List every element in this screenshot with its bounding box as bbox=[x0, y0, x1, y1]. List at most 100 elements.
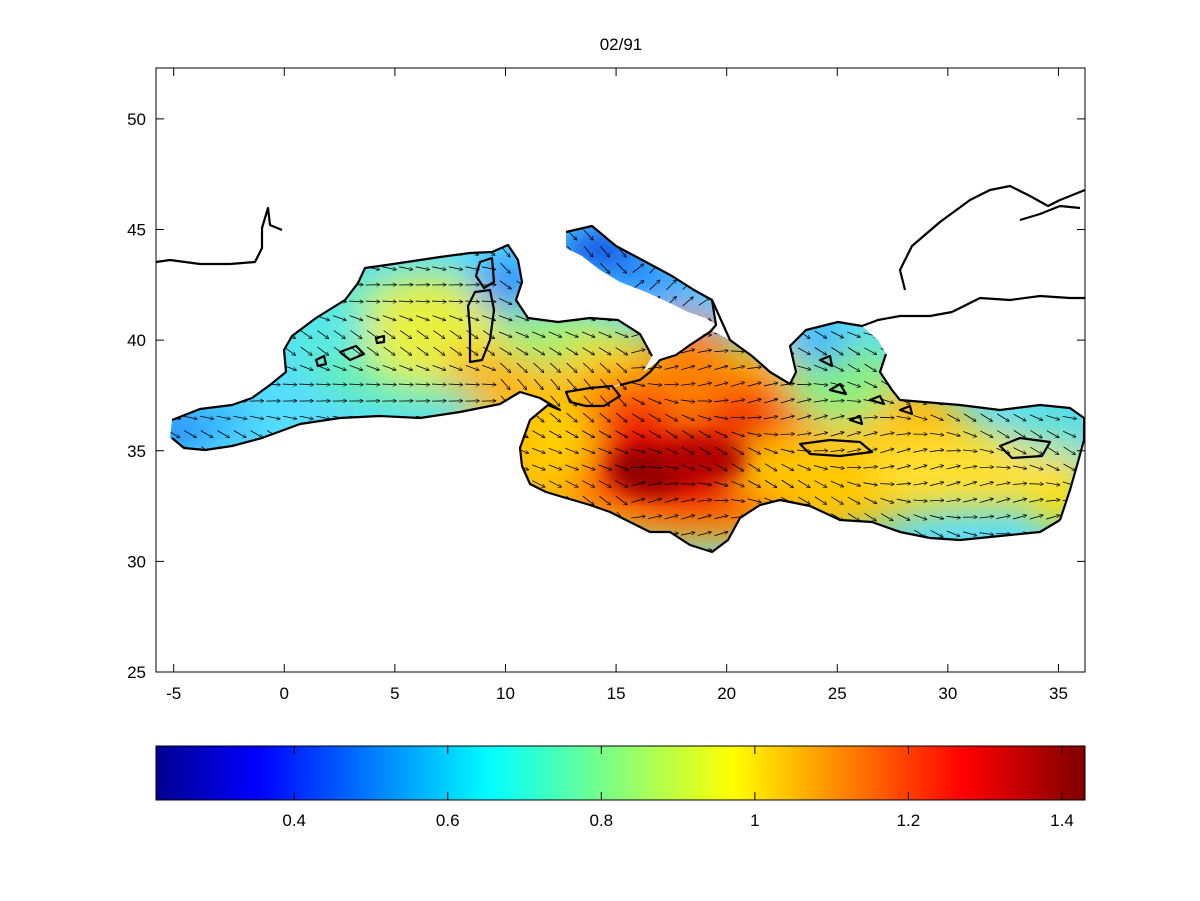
vector-arrow bbox=[913, 415, 927, 420]
vector-arrow bbox=[448, 266, 463, 270]
vector-arrow bbox=[880, 484, 894, 485]
vector-arrow bbox=[814, 364, 827, 370]
vector-arrow bbox=[416, 330, 428, 339]
vector-arrow bbox=[382, 384, 396, 385]
vector-arrow bbox=[315, 384, 330, 385]
vector-arrow bbox=[996, 467, 1010, 468]
y-tick-label: 35 bbox=[127, 442, 146, 461]
vector-arrow bbox=[846, 449, 861, 453]
vector-arrow bbox=[764, 447, 777, 453]
vector-arrow bbox=[896, 449, 910, 454]
vector-arrow bbox=[648, 447, 661, 453]
vector-arrow bbox=[481, 301, 496, 302]
vector-arrow bbox=[830, 432, 844, 437]
vector-arrow bbox=[847, 481, 860, 486]
vector-arrow bbox=[599, 495, 611, 505]
vector-arrow bbox=[697, 383, 712, 387]
vector-arrow bbox=[350, 330, 361, 339]
coastline-aegean-islands bbox=[818, 354, 914, 426]
vector-arrow bbox=[365, 301, 380, 302]
vector-arrow bbox=[747, 417, 761, 418]
vector-arrow bbox=[515, 315, 529, 321]
vector-arrow bbox=[963, 531, 976, 536]
vector-arrow bbox=[631, 467, 645, 468]
vector-arrow bbox=[1013, 430, 1026, 438]
vector-arrow bbox=[615, 480, 627, 487]
vector-arrow bbox=[1030, 446, 1042, 454]
vector-arrow bbox=[582, 495, 594, 505]
vector-arrow bbox=[929, 433, 944, 435]
vector-arrow bbox=[731, 446, 744, 454]
vector-arrow bbox=[382, 315, 396, 321]
vector-arrow bbox=[432, 266, 446, 270]
coastline-europe-west bbox=[155, 206, 283, 266]
vector-arrow bbox=[249, 415, 264, 419]
vector-arrow bbox=[366, 315, 379, 321]
vector-arrow bbox=[1029, 515, 1043, 520]
vector-arrow bbox=[548, 430, 561, 438]
vector-arrow bbox=[697, 350, 712, 353]
vector-arrow bbox=[365, 384, 380, 385]
vector-arrow bbox=[631, 430, 644, 437]
vector-arrow bbox=[532, 430, 545, 438]
vector-arrow bbox=[763, 383, 778, 387]
vector-arrow bbox=[615, 430, 628, 438]
vector-arrow bbox=[498, 331, 512, 337]
vector-arrow bbox=[465, 301, 479, 302]
vector-arrow bbox=[863, 432, 877, 437]
vector-arrow bbox=[565, 447, 578, 453]
vector-arrow bbox=[647, 384, 662, 386]
vector-arrow bbox=[566, 378, 576, 390]
vector-arrow bbox=[747, 382, 761, 387]
vector-arrow bbox=[582, 347, 594, 355]
vector-arrow bbox=[846, 416, 861, 420]
vector-arrow bbox=[415, 301, 430, 302]
vector-arrow bbox=[1063, 463, 1075, 471]
vector-arrow bbox=[499, 298, 512, 304]
vector-arrow bbox=[682, 297, 694, 307]
vector-arrow bbox=[532, 347, 545, 355]
vector-arrow bbox=[697, 415, 711, 419]
coastline-crete bbox=[798, 438, 874, 458]
vector-arrow bbox=[548, 447, 562, 453]
vector-arrow bbox=[847, 347, 860, 354]
vector-arrow bbox=[1012, 499, 1026, 503]
colorbar-tick-label: 1.4 bbox=[1050, 811, 1074, 830]
vector-arrow bbox=[1063, 446, 1076, 455]
vector-arrow bbox=[664, 483, 678, 484]
vector-arrow bbox=[681, 366, 694, 371]
vector-arrow bbox=[731, 463, 744, 471]
vector-arrow bbox=[830, 382, 844, 386]
vector-arrow bbox=[665, 413, 677, 421]
vector-arrow bbox=[747, 367, 761, 369]
vector-arrow bbox=[500, 378, 510, 390]
vector-arrow bbox=[550, 395, 560, 406]
vector-arrow bbox=[616, 378, 626, 390]
vector-arrow bbox=[647, 483, 662, 486]
vector-arrow bbox=[616, 362, 626, 372]
vector-arrow bbox=[1013, 447, 1026, 454]
vector-arrow bbox=[616, 395, 626, 406]
vector-arrow bbox=[946, 530, 960, 536]
vector-arrow bbox=[599, 262, 610, 273]
vector-arrow bbox=[482, 315, 495, 321]
vector-arrow bbox=[614, 331, 628, 337]
vector-arrow bbox=[632, 264, 644, 273]
vector-arrow bbox=[1012, 465, 1027, 469]
vector-arrow bbox=[332, 384, 347, 385]
vector-arrow bbox=[548, 331, 562, 337]
vector-arrow bbox=[366, 330, 378, 339]
vector-arrow bbox=[880, 497, 893, 503]
vector-arrow bbox=[680, 383, 695, 385]
vector-arrow bbox=[847, 331, 860, 337]
vector-arrow bbox=[681, 532, 695, 536]
vector-arrow bbox=[896, 483, 911, 484]
vector-arrow bbox=[647, 498, 661, 503]
vector-arrow bbox=[748, 463, 760, 472]
vector-arrow bbox=[349, 384, 363, 385]
vector-arrow bbox=[830, 331, 843, 337]
vector-arrow bbox=[465, 315, 479, 321]
vector-arrow bbox=[400, 346, 411, 355]
vector-arrow bbox=[864, 347, 876, 355]
vector-arrow bbox=[566, 395, 576, 406]
